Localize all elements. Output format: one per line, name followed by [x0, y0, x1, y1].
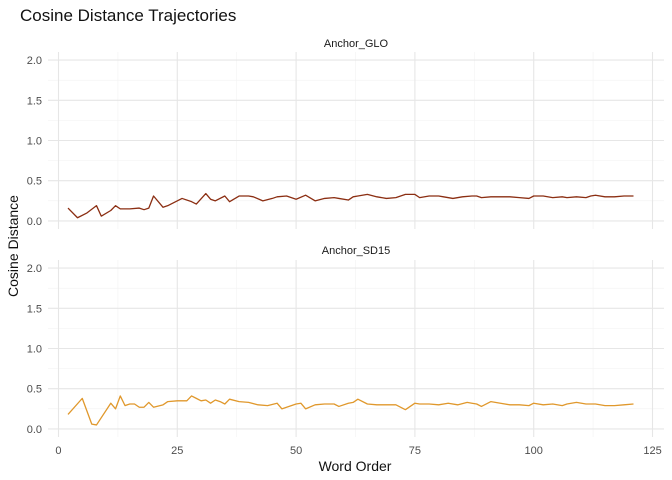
facet-panel: 0.0 0.5 1.0 1.5 2.0 Anchor_SD15	[27, 245, 664, 437]
x-tick-label: 50	[290, 445, 302, 457]
y-tick-label: 2.0	[27, 263, 42, 275]
facet-strip-label: Anchor_GLO	[324, 38, 389, 50]
y-tick-label: 2.0	[27, 55, 42, 67]
x-tick-label: 25	[171, 445, 183, 457]
series-line	[67, 395, 634, 426]
facet-panels: 0.0 0.5 1.0 1.5 2.0 Anchor_GLO 0.0 0.5 1.0 1.5 2.0…	[27, 38, 664, 437]
x-tick-label: 100	[525, 445, 543, 457]
x-tick-label: 0	[55, 445, 61, 457]
y-axis-title: Cosine Distance	[5, 195, 21, 297]
x-axis-title: Word Order	[319, 458, 392, 474]
chart-title: Cosine Distance Trajectories	[20, 6, 236, 25]
series-line	[67, 192, 634, 219]
x-axis-ticks: 0 25 50 75 100 125	[55, 445, 661, 457]
facet-strip-label: Anchor_SD15	[322, 245, 391, 257]
y-tick-label: 0.5	[27, 176, 42, 188]
y-tick-label: 0.5	[27, 384, 42, 396]
x-tick-label: 125	[643, 445, 661, 457]
facet-panel: 0.0 0.5 1.0 1.5 2.0 Anchor_GLO	[27, 38, 664, 229]
y-tick-label: 0.0	[27, 424, 42, 436]
y-tick-label: 1.5	[27, 303, 42, 315]
y-tick-label: 1.0	[27, 344, 42, 356]
y-tick-label: 1.5	[27, 95, 42, 107]
y-tick-label: 0.0	[27, 216, 42, 228]
y-tick-label: 1.0	[27, 136, 42, 148]
x-tick-label: 75	[409, 445, 421, 457]
